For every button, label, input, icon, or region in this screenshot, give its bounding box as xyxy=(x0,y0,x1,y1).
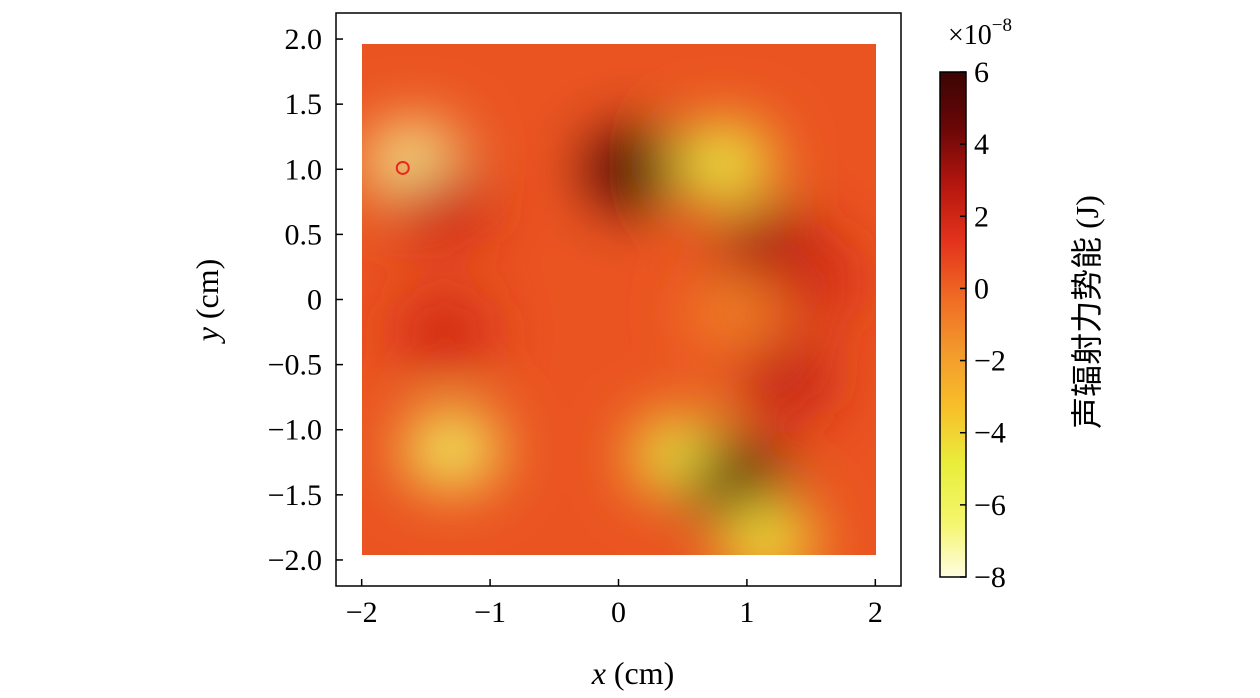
heatmap-feature-8 xyxy=(685,273,783,352)
colorbar-tick-label-3: 2 xyxy=(974,200,989,233)
heatmap-feature-2 xyxy=(392,166,491,245)
heatmap-feature-9 xyxy=(736,338,835,417)
heatmap-feature-13 xyxy=(717,501,815,555)
y-axis-label: y (cm) xyxy=(189,259,225,345)
y-tick-label-4: 0.5 xyxy=(285,218,323,251)
heatmap-feature-4 xyxy=(675,123,773,202)
colorbar-ticks: 6 4 2 0 −2 −4 −6 −8 xyxy=(960,56,1006,594)
y-tick-label-2: 1.5 xyxy=(285,88,323,121)
x-tick-label-4: 1 xyxy=(739,596,754,629)
y-axis: 2.0 1.5 1.0 0.5 0 −0.5 −1.0 −1.5 −2.0 xyxy=(268,23,343,577)
x-tick-label-1: −2 xyxy=(346,596,378,629)
heatmap-feature-7 xyxy=(396,292,494,372)
y-tick-label-1: 2.0 xyxy=(285,23,323,56)
heatmap-feature-3 xyxy=(585,130,683,209)
y-tick-label-6: −0.5 xyxy=(268,349,322,382)
colorbar-multiplier-exponent: −8 xyxy=(992,15,1012,36)
particle-position-marker xyxy=(395,160,410,175)
x-tick-label-3: 0 xyxy=(611,596,626,629)
y-axis-unit: (cm) xyxy=(189,259,225,327)
colorbar-tick-label-7: −6 xyxy=(974,489,1006,522)
colorbar-gradient xyxy=(939,71,967,578)
y-tick-label-9: −2.0 xyxy=(268,544,322,577)
colorbar-tick-label-2: 4 xyxy=(974,128,989,161)
x-axis-label: x (cm) xyxy=(591,655,675,691)
y-axis-variable: y xyxy=(189,326,225,344)
colorbar-tick-label-5: −2 xyxy=(974,345,1006,378)
colorbar-label: 声辐射力势能 (J) xyxy=(1069,195,1105,429)
x-tick-label-2: −1 xyxy=(474,596,506,629)
colorbar-tick-label-6: −4 xyxy=(974,417,1006,450)
colorbar-multiplier: ×10−8 xyxy=(948,15,1012,51)
x-axis-variable: x xyxy=(591,655,606,691)
colorbar-tick-label-8: −8 xyxy=(974,561,1006,594)
y-tick-label-8: −1.5 xyxy=(268,479,322,512)
heatmap-plot xyxy=(335,12,902,587)
y-tick-label-3: 1.0 xyxy=(285,153,323,186)
colorbar-multiplier-base: ×10 xyxy=(948,20,992,51)
y-tick-label-5: 0 xyxy=(307,284,322,317)
heatmap-features xyxy=(364,123,860,555)
x-axis-unit: (cm) xyxy=(606,655,674,691)
heatmap-feature-6 xyxy=(762,240,860,320)
heatmap-feature-12 xyxy=(687,442,786,521)
heatmap-feature-10 xyxy=(402,410,501,489)
y-tick-label-7: −1.0 xyxy=(268,414,322,447)
colorbar-tick-label-4: 0 xyxy=(974,272,989,305)
x-tick-label-5: 2 xyxy=(868,596,883,629)
x-axis: −2 −1 0 1 2 xyxy=(346,579,883,629)
colorbar-tick-label-1: 6 xyxy=(974,56,989,89)
